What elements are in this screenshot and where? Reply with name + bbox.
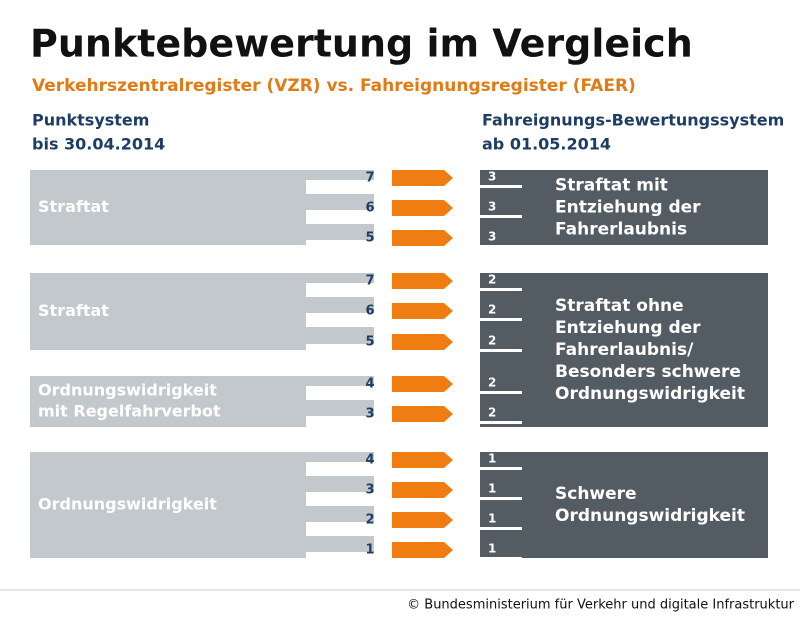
arrow	[392, 482, 453, 498]
arrow	[392, 452, 453, 468]
new-row-tab	[480, 215, 522, 218]
new-group-label: Besonders schwere	[555, 362, 741, 382]
new-group-label: Fahrerlaubnis/	[555, 340, 694, 360]
old-points: 4	[365, 453, 374, 468]
arrow	[392, 230, 453, 246]
arrow	[392, 303, 453, 319]
old-points: 3	[365, 407, 374, 422]
old-row-tab	[306, 522, 374, 536]
left-header: Punktsystem	[32, 111, 149, 130]
new-group-label: Fahrerlaubnis	[555, 220, 687, 240]
new-points: 2	[488, 273, 496, 287]
new-points: 1	[488, 542, 496, 556]
old-points: 5	[365, 335, 374, 350]
new-group-block	[480, 452, 768, 558]
old-row-tab	[306, 283, 374, 297]
old-row-tab	[306, 344, 374, 358]
old-points: 6	[365, 304, 374, 319]
left-header: bis 30.04.2014	[32, 135, 165, 154]
new-group-label: Straftat ohne	[555, 296, 684, 316]
new-points: 1	[488, 512, 496, 526]
new-group-block	[480, 170, 768, 245]
new-group-label: Straftat mit	[555, 176, 668, 196]
old-points: 7	[365, 171, 374, 186]
footer: © Bundesministerium für Verkehr und digi…	[407, 598, 795, 613]
arrow	[392, 542, 453, 558]
old-points: 3	[365, 483, 374, 498]
old-row-tab	[306, 416, 374, 430]
old-points: 6	[365, 201, 374, 216]
new-group-label: Ordnungswidrigkeit	[555, 506, 745, 526]
old-group-label: Ordnungswidrigkeit	[38, 495, 217, 514]
new-points: 3	[488, 230, 496, 244]
old-group-label: Ordnungswidrigkeit	[38, 381, 217, 400]
old-row-tab	[306, 210, 374, 224]
old-points: 5	[365, 231, 374, 246]
new-group-label: Entziehung der	[555, 198, 701, 218]
new-row-tab	[480, 349, 522, 352]
new-row-tab	[480, 288, 522, 291]
arrow	[392, 406, 453, 422]
new-row-tab	[480, 185, 522, 188]
arrow	[392, 512, 453, 528]
old-points: 4	[365, 377, 374, 392]
new-group-label: Ordnungswidrigkeit	[555, 384, 745, 404]
new-row-tab	[480, 467, 522, 470]
new-group-block	[480, 273, 768, 427]
old-row-tab	[306, 552, 374, 566]
old-row-tab	[306, 462, 374, 476]
new-points: 2	[488, 376, 496, 390]
new-row-tab	[480, 245, 522, 248]
old-row-tab	[306, 240, 374, 254]
new-points: 2	[488, 406, 496, 420]
old-row-tab	[306, 180, 374, 194]
new-row-tab	[480, 421, 522, 424]
arrow	[392, 376, 453, 392]
new-points: 3	[488, 170, 496, 184]
arrow	[392, 273, 453, 289]
old-group-label: mit Regelfahrverbot	[38, 402, 221, 421]
title: Punktebewertung im Vergleich	[30, 22, 693, 66]
old-group-label: Straftat	[38, 301, 109, 320]
old-group-label: Straftat	[38, 197, 109, 216]
subtitle: Verkehrszentralregister (VZR) vs. Fahrei…	[32, 76, 636, 96]
new-row-tab	[480, 527, 522, 530]
old-row-tab	[306, 313, 374, 327]
new-group-label: Schwere	[555, 484, 637, 504]
old-points: 2	[365, 513, 374, 528]
new-points: 1	[488, 452, 496, 466]
old-points: 1	[365, 543, 374, 558]
new-row-tab	[480, 391, 522, 394]
arrow	[392, 334, 453, 350]
right-header: Fahreignungs-Bewertungssystem	[482, 111, 784, 130]
arrow	[392, 200, 453, 216]
old-points: 7	[365, 274, 374, 289]
arrow	[392, 170, 453, 186]
new-points: 3	[488, 200, 496, 214]
new-row-tab	[480, 318, 522, 321]
old-row-tab	[306, 492, 374, 506]
new-points: 2	[488, 303, 496, 317]
old-row-tab	[306, 386, 374, 400]
new-group-label: Entziehung der	[555, 318, 701, 338]
new-points: 1	[488, 482, 496, 496]
new-row-tab	[480, 497, 522, 500]
new-row-tab	[480, 557, 522, 560]
right-header: ab 01.05.2014	[482, 135, 611, 154]
new-points: 2	[488, 334, 496, 348]
